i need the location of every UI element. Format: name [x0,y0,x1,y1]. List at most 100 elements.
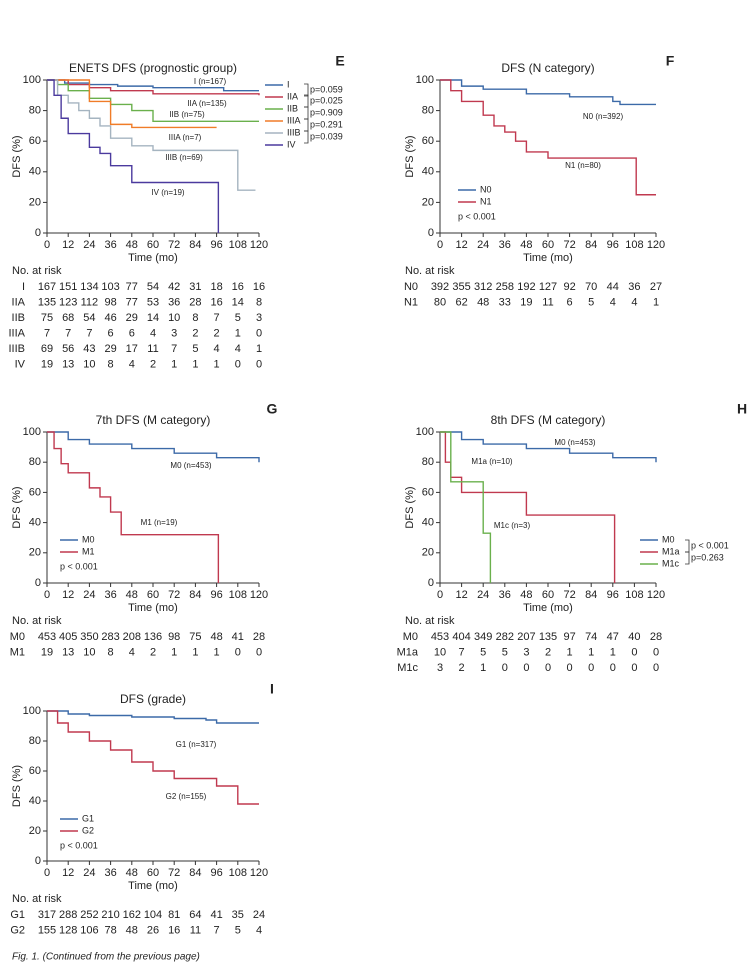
risk-value: 288 [59,909,77,921]
survival-curve [47,79,220,233]
x-tick-label: 36 [499,589,511,601]
risk-value: 80 [434,296,446,308]
risk-value: 0 [256,646,262,658]
risk-value: 98 [168,631,180,643]
risk-value: 4 [256,924,262,936]
risk-value: 8 [256,296,262,308]
x-tick-label: 72 [168,239,180,251]
y-tick-label: 0 [428,227,434,239]
panel-label: E [335,53,344,69]
risk-value: 48 [126,924,138,936]
x-tick-label: 24 [83,867,95,879]
risk-value: 4 [214,343,220,355]
risk-value: 54 [83,312,95,324]
x-tick-label: 72 [168,867,180,879]
risk-value: 81 [168,909,180,921]
y-tick-label: 40 [29,795,41,807]
x-tick-label: 96 [210,867,222,879]
risk-value: 77 [126,296,138,308]
x-tick-label: 36 [104,589,116,601]
risk-value: 7 [214,924,220,936]
risk-value: 29 [104,343,116,355]
legend-label: N1 [480,196,492,206]
x-tick-label: 24 [477,589,489,601]
risk-value: 5 [192,343,198,355]
y-axis-label: DFS (%) [404,486,416,528]
curve-annotation: M0 (n=453) [170,461,211,470]
legend-label: M0 [82,534,95,544]
chart-title: 7th DFS (M category) [96,413,211,427]
risk-value: 36 [628,281,640,293]
risk-value: 0 [235,358,241,370]
risk-value: 3 [523,646,529,658]
curve-annotation: IV (n=19) [151,188,184,197]
risk-value: 14 [147,312,159,324]
x-tick-label: 108 [229,589,247,601]
risk-value: 36 [168,296,180,308]
risk-row-label: IIB [12,312,25,324]
risk-row-label: IIA [12,296,26,308]
x-tick-label: 60 [542,239,554,251]
risk-row-label: M0 [10,631,25,643]
x-tick-label: 60 [147,239,159,251]
chart-title: DFS (N category) [501,61,594,75]
risk-value: 43 [83,343,95,355]
risk-value: 69 [41,343,53,355]
curve-annotation: M0 (n=453) [554,438,595,447]
x-tick-label: 96 [210,589,222,601]
x-tick-label: 48 [520,589,532,601]
risk-value: 16 [232,281,244,293]
legend-label: M1c [662,558,680,568]
survival-curve [440,79,656,106]
risk-value: 13 [62,646,74,658]
risk-value: 404 [452,631,470,643]
risk-value: 4 [235,343,241,355]
risk-value: 16 [210,296,222,308]
risk-value: 10 [168,312,180,324]
y-tick-label: 80 [422,105,434,117]
survival-curve [440,431,492,583]
p-value: p < 0.001 [691,540,729,550]
y-tick-label: 60 [29,486,41,498]
x-tick-label: 108 [229,867,247,879]
risk-value: 7 [65,327,71,339]
survival-curve [47,431,260,463]
risk-value: 5 [480,646,486,658]
risk-value: 3 [256,312,262,324]
survival-curve [440,79,656,196]
curve-annotation: M1 (n=19) [141,518,178,527]
risk-value: 47 [607,631,619,643]
curve-annotation: G1 (n=317) [176,740,217,749]
legend-label: IV [287,139,296,149]
p-bracket [304,106,309,120]
risk-value: 70 [585,281,597,293]
risk-value: 350 [80,631,98,643]
x-tick-label: 0 [44,239,50,251]
risk-value: 258 [496,281,514,293]
x-tick-label: 0 [437,589,443,601]
risk-value: 11 [542,296,553,308]
survival-curve [47,79,259,123]
risk-value: 355 [452,281,470,293]
risk-value: 112 [81,296,99,308]
risk-value: 19 [520,296,532,308]
risk-row-label: M0 [403,631,418,643]
survival-curve [47,79,259,92]
risk-value: 7 [171,343,177,355]
risk-value: 210 [101,909,119,921]
x-tick-label: 96 [607,589,619,601]
risk-value: 1 [214,358,220,370]
survival-curve [47,431,220,583]
risk-value: 42 [168,281,180,293]
risk-value: 5 [235,924,241,936]
x-tick-label: 24 [83,589,95,601]
risk-value: 54 [147,281,159,293]
x-tick-label: 60 [147,867,159,879]
risk-value: 0 [631,662,637,674]
chart-title: ENETS DFS (prognostic group) [69,61,237,75]
risk-value: 252 [80,909,98,921]
y-tick-label: 60 [29,765,41,777]
x-tick-label: 84 [585,589,597,601]
x-tick-label: 24 [477,239,489,251]
risk-value: 453 [431,631,449,643]
